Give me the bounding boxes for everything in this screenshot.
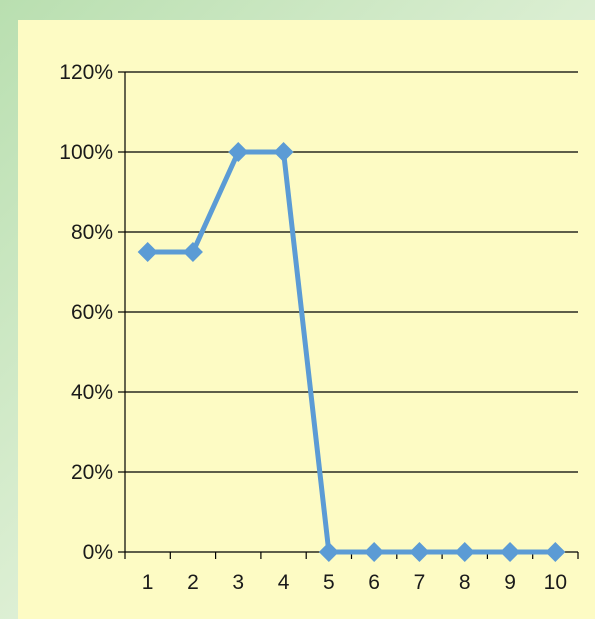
x-tick-label: 4 xyxy=(278,571,290,594)
y-tick-label: 120% xyxy=(59,61,113,84)
data-point-marker xyxy=(228,142,249,162)
x-tick-label: 3 xyxy=(232,571,244,594)
data-point-marker xyxy=(273,142,294,162)
x-tick-label: 1 xyxy=(142,571,154,594)
series-line xyxy=(147,149,556,555)
x-tick-label: 9 xyxy=(504,571,516,594)
data-point-marker xyxy=(545,542,566,562)
data-point-marker xyxy=(500,542,521,562)
y-tick-label: 100% xyxy=(59,141,113,164)
x-tick-label: 6 xyxy=(368,571,380,594)
data-point-marker xyxy=(409,542,430,562)
y-tick-label: 80% xyxy=(71,221,113,244)
x-tick-label: 5 xyxy=(323,571,335,594)
data-point-marker xyxy=(454,542,475,562)
x-tick-label: 7 xyxy=(414,571,426,594)
y-axis-tick-labels: 0% 20% 40% 60% 80% 100% 120% xyxy=(59,61,113,564)
y-tick-label: 40% xyxy=(71,381,113,404)
x-tick-label: 10 xyxy=(544,571,567,594)
y-tick-label: 60% xyxy=(71,301,113,324)
data-point-marker xyxy=(318,542,339,562)
data-point-marker xyxy=(182,242,203,262)
series-group xyxy=(137,142,566,562)
x-tick-label: 8 xyxy=(459,571,471,594)
x-axis-tick-labels: 1 2 3 4 5 6 7 8 9 10 xyxy=(142,571,567,594)
y-tick-label: 20% xyxy=(71,461,113,484)
chart-panel xyxy=(18,20,595,619)
data-point-marker xyxy=(364,542,385,562)
axes xyxy=(118,71,579,559)
data-point-marker xyxy=(137,242,158,262)
gridlines xyxy=(125,71,578,553)
x-tick-label: 2 xyxy=(187,571,199,594)
y-tick-label: 0% xyxy=(83,541,113,564)
